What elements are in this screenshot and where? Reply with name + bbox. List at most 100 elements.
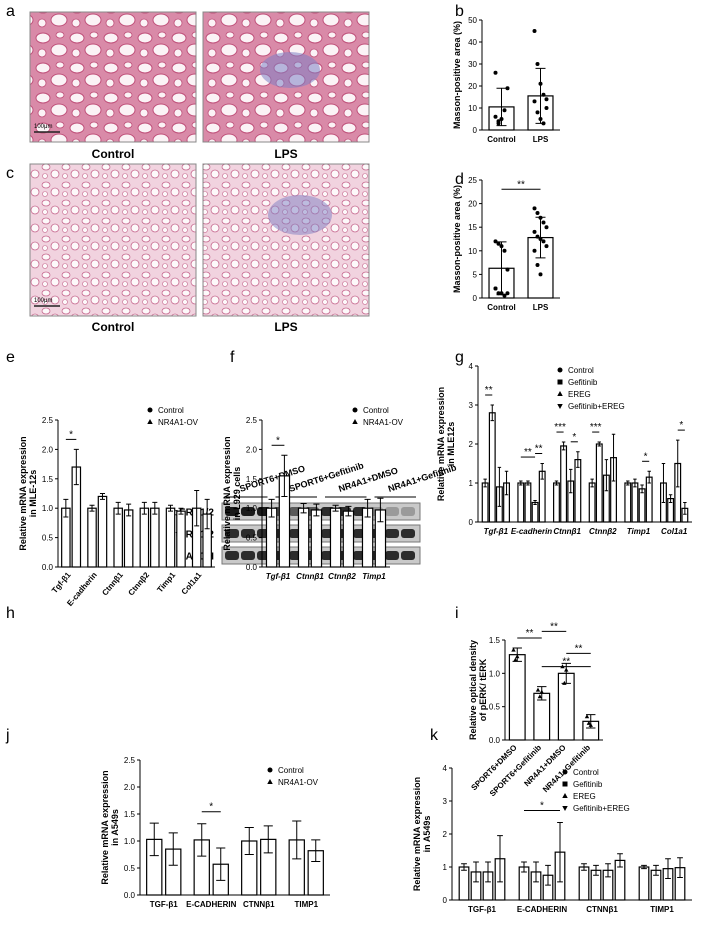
bar [638,866,650,901]
significance-label: *** [590,422,602,433]
panel-label: d [455,171,464,188]
bar [524,482,532,523]
y-tick-label: 1.5 [489,636,501,645]
error-bar [194,490,200,527]
image-caption: Control [92,320,135,334]
marker [496,241,501,246]
image-caption: Control [92,147,135,161]
marker [267,767,273,773]
marker [505,291,510,296]
y-tick-label: 1.0 [489,669,501,678]
marker [352,407,358,413]
bar [488,412,496,523]
marker [586,720,592,725]
error-bar [281,454,288,497]
x-tick-label: E-CADHERIN [517,905,567,914]
error-bar [533,861,539,883]
marker [499,291,504,296]
x-tick-label: E-cadherin [511,527,552,536]
legend-label: Control [573,768,599,777]
significance-label: ** [535,444,543,455]
x-tick-label: Timp1 [627,527,651,536]
legend-label: Gefitinib [573,780,603,789]
x-tick-label: Timp1 [155,570,177,594]
error-bar [677,857,683,879]
error-bar [519,480,523,486]
bar [631,482,639,523]
legend-label: Gefitinib+EREG [573,804,630,813]
significance-label: * [209,802,213,813]
marker [532,29,537,33]
y-tick-label: 20 [468,200,477,209]
error-bar [593,864,599,876]
error-bar [597,441,601,447]
y-tick-label: 0.0 [124,891,136,900]
histology-image [202,163,370,317]
marker [505,267,510,272]
error-bar [569,468,573,494]
bar [578,866,590,901]
error-bar [640,484,644,494]
marker [562,781,568,787]
legend-label: EREG [568,390,591,399]
bar [645,476,653,523]
error-bar [141,501,147,515]
y-tick-label: 10 [468,247,477,256]
y-tick-label: 15 [468,223,477,232]
panel-label: i [455,605,459,622]
x-tick-label: TGF-β1 [468,905,497,914]
y-tick-label: 10 [468,104,477,113]
error-bar [617,853,623,868]
panel-label: j [5,727,10,744]
error-bar [641,864,647,870]
y-tick-label: 1.0 [42,504,54,513]
x-tick-label: TIMP1 [650,905,674,914]
bar [97,495,108,568]
error-bar [292,820,302,860]
histology-c [29,163,370,317]
y-tick-label: 0.5 [42,534,54,543]
error-bar [683,502,687,515]
significance-label: *** [554,422,566,433]
marker [532,99,537,104]
marker [541,92,546,97]
marker [544,244,549,249]
significance-label: * [540,800,544,811]
marker [562,769,568,775]
error-bar [626,480,630,486]
marker [513,657,518,662]
marker [267,779,273,784]
significance-label: ** [562,657,570,668]
error-bar [216,847,226,881]
error-bar [545,864,551,886]
error-bar [263,825,273,854]
panel-label: f [230,349,235,366]
x-tick-label: Timp1 [362,572,386,581]
x-tick-label: Ctnnβ2 [589,527,617,536]
x-tick-label: Ctnnβ1 [100,570,125,597]
y-tick-label: 2.0 [246,445,258,454]
marker [557,391,563,396]
marker [588,722,593,727]
y-tick-label: 1.0 [246,504,258,513]
x-tick-label: Ctnnβ2 [127,570,152,597]
y-tick-label: 2.5 [42,416,54,425]
fibrosis-stain [260,52,320,88]
y-tick-label: 1.5 [246,475,258,484]
y-tick-label: 2 [443,830,448,839]
marker [541,239,546,244]
marker [535,211,540,216]
error-bar [633,478,637,488]
error-bar [377,497,384,523]
y-axis-label: Relative mRNA expression [436,387,446,501]
y-axis-label: Relative optical density [468,640,478,740]
bar [508,654,526,741]
error-bar [197,823,207,857]
marker [515,654,520,659]
y-tick-label: 0 [443,896,448,905]
marker [147,407,153,413]
error-bar [540,463,544,480]
error-bar [668,494,673,503]
marker [538,272,543,277]
marker [538,237,543,241]
